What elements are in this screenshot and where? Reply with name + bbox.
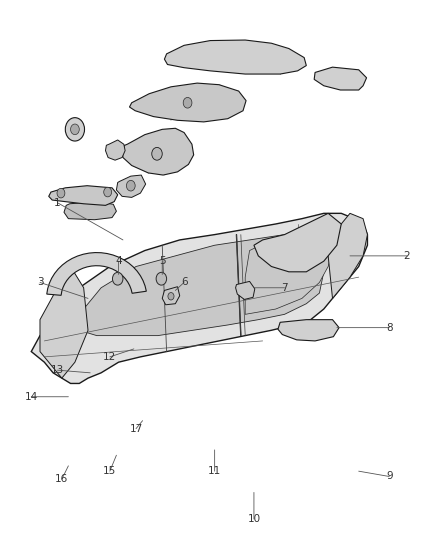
Polygon shape bbox=[31, 213, 367, 383]
Polygon shape bbox=[122, 128, 194, 175]
Circle shape bbox=[183, 98, 192, 108]
Circle shape bbox=[104, 187, 112, 197]
Text: 1: 1 bbox=[54, 198, 61, 208]
Text: 16: 16 bbox=[55, 474, 68, 484]
Text: 8: 8 bbox=[386, 322, 392, 333]
Text: 12: 12 bbox=[103, 352, 117, 362]
Polygon shape bbox=[40, 266, 88, 378]
Text: 15: 15 bbox=[103, 466, 117, 476]
Polygon shape bbox=[49, 185, 118, 205]
Text: 9: 9 bbox=[386, 472, 392, 481]
Circle shape bbox=[156, 272, 166, 285]
Circle shape bbox=[57, 188, 65, 198]
Circle shape bbox=[71, 124, 79, 135]
Text: 7: 7 bbox=[281, 283, 288, 293]
Polygon shape bbox=[130, 83, 246, 122]
Text: 17: 17 bbox=[129, 424, 143, 434]
Polygon shape bbox=[117, 175, 146, 197]
Circle shape bbox=[127, 180, 135, 191]
Text: 13: 13 bbox=[51, 365, 64, 375]
Text: 11: 11 bbox=[208, 466, 221, 476]
Circle shape bbox=[152, 148, 162, 160]
Polygon shape bbox=[328, 213, 367, 298]
Circle shape bbox=[113, 272, 123, 285]
Polygon shape bbox=[79, 235, 324, 336]
Polygon shape bbox=[314, 67, 367, 90]
Polygon shape bbox=[47, 253, 146, 295]
Polygon shape bbox=[162, 287, 180, 305]
Text: 4: 4 bbox=[115, 256, 122, 266]
Polygon shape bbox=[164, 40, 306, 74]
Polygon shape bbox=[278, 320, 339, 341]
Text: 14: 14 bbox=[25, 392, 38, 402]
Polygon shape bbox=[254, 213, 341, 272]
Polygon shape bbox=[245, 229, 332, 314]
Text: 10: 10 bbox=[247, 514, 261, 524]
Circle shape bbox=[65, 118, 85, 141]
Text: 5: 5 bbox=[159, 256, 166, 266]
Text: 2: 2 bbox=[403, 251, 410, 261]
Polygon shape bbox=[64, 201, 117, 220]
Polygon shape bbox=[106, 140, 125, 160]
Circle shape bbox=[111, 146, 119, 156]
Text: 3: 3 bbox=[37, 278, 43, 287]
Text: 6: 6 bbox=[181, 278, 187, 287]
Circle shape bbox=[168, 293, 174, 300]
Polygon shape bbox=[236, 281, 255, 300]
